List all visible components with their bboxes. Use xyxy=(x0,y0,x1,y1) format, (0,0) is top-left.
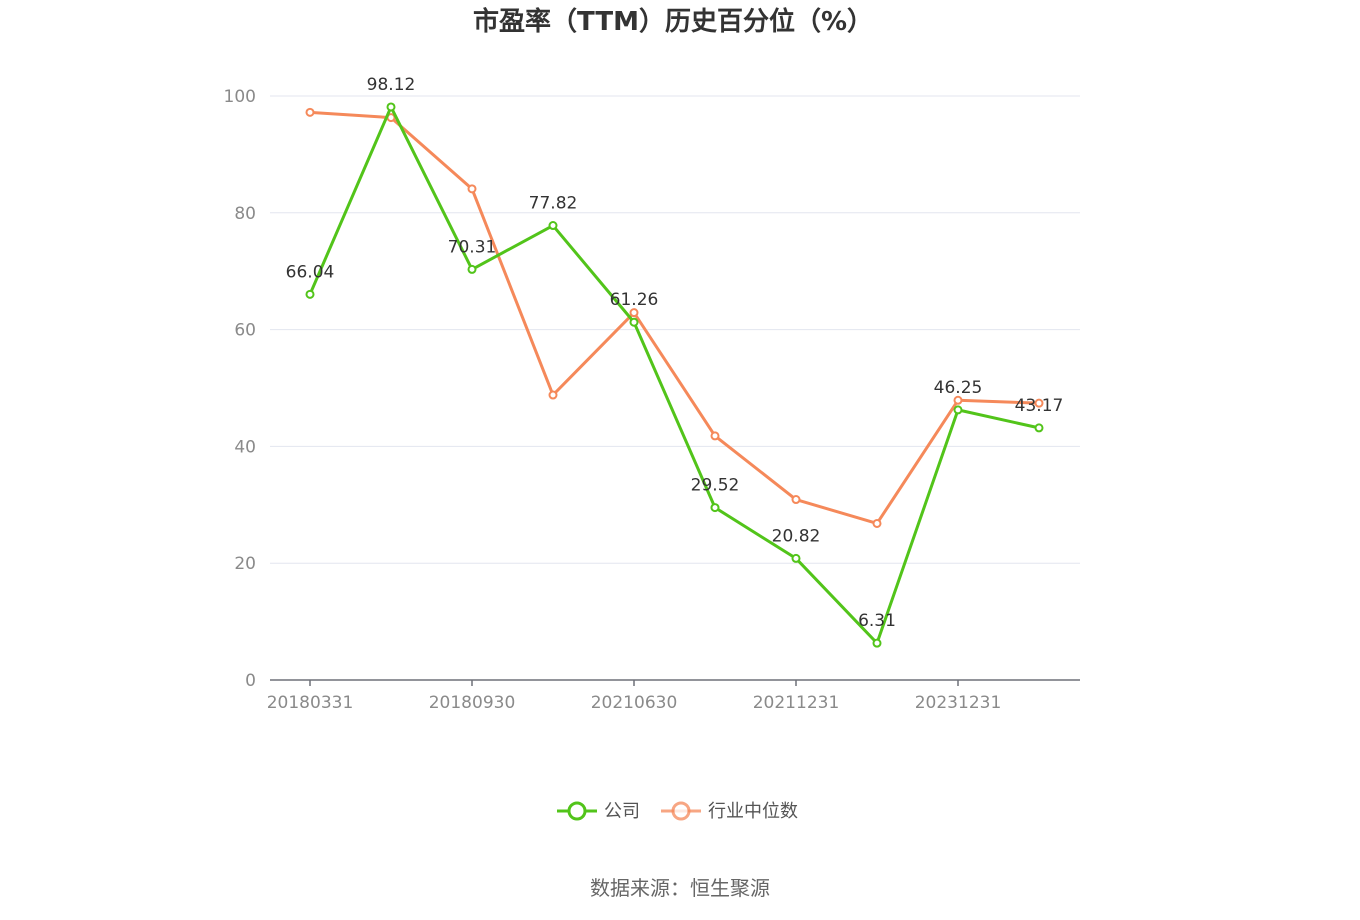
x-tick-label-1: 20180930 xyxy=(429,693,516,713)
x-tick-label-0: 20180331 xyxy=(267,693,354,713)
company-point-5[interactable] xyxy=(710,503,720,513)
gridlines xyxy=(270,95,1080,564)
company-data-label-5: 29.52 xyxy=(691,476,740,496)
company-data-label-9: 43.17 xyxy=(1015,396,1064,416)
company-data-label-0: 66.04 xyxy=(286,262,335,282)
x-tick-label-2: 20210630 xyxy=(591,693,678,713)
company-data-label-7: 6.31 xyxy=(858,611,896,631)
company-point-3[interactable] xyxy=(548,221,558,231)
legend-label-company: 公司 xyxy=(604,801,640,822)
industry-median-point-3[interactable] xyxy=(548,390,558,400)
series-line-company xyxy=(308,105,1040,645)
y-tick-label-1: 20 xyxy=(234,554,256,574)
series-line-industry-median xyxy=(309,110,1040,525)
company-point-4[interactable] xyxy=(629,317,639,327)
legend-item-industry-median[interactable]: 行业中位数 xyxy=(661,801,798,822)
company-point-8[interactable] xyxy=(953,405,963,415)
company-point-9[interactable] xyxy=(1034,423,1044,433)
company-data-label-4: 61.26 xyxy=(610,290,659,310)
legend-marker-industry-median xyxy=(671,801,691,821)
industry-median-point-7[interactable] xyxy=(872,518,882,528)
company-data-label-1: 98.12 xyxy=(367,75,416,95)
industry-median-point-9[interactable] xyxy=(1034,398,1044,408)
legend[interactable]: 公司 行业中位数 xyxy=(557,801,798,822)
y-tick-label-3: 60 xyxy=(234,321,256,341)
industry-median-point-5[interactable] xyxy=(710,431,720,441)
y-tick-label-4: 80 xyxy=(234,204,256,224)
chart-title: 市盈率（TTM）历史百分位（%） xyxy=(473,6,873,37)
x-tick-label-4: 20231231 xyxy=(915,693,1002,713)
company-point-7[interactable] xyxy=(872,638,882,648)
industry-median-point-2[interactable] xyxy=(467,184,477,194)
x-tick-label-3: 20211231 xyxy=(753,693,840,713)
series-lines xyxy=(305,102,1044,648)
y-tick-label-2: 40 xyxy=(234,437,256,457)
industry-median-point-6[interactable] xyxy=(791,495,801,505)
axes: 0 20 40 60 80 100 20180331 20180930 20210630 2021… xyxy=(224,87,1080,713)
industry-median-point-8[interactable] xyxy=(953,395,963,405)
company-data-label-2: 70.31 xyxy=(448,237,497,257)
y-tick-label-5: 100 xyxy=(224,87,256,107)
company-point-2[interactable] xyxy=(467,264,477,274)
data-labels: 66.04 98.12 70.31 77.82 61.26 29.52 20.82 6.31 4… xyxy=(286,75,1064,631)
legend-label-industry-median: 行业中位数 xyxy=(708,801,798,822)
company-data-label-8: 46.25 xyxy=(934,378,983,398)
company-point-0[interactable] xyxy=(305,289,315,299)
industry-median-point-4[interactable] xyxy=(629,308,639,318)
company-point-1[interactable] xyxy=(386,102,396,112)
data-source: 数据来源：恒生聚源 xyxy=(590,876,770,900)
company-data-label-3: 77.82 xyxy=(529,194,578,214)
industry-median-point-0[interactable] xyxy=(305,107,315,117)
y-tick-label-0: 0 xyxy=(245,671,256,691)
company-data-label-6: 20.82 xyxy=(772,526,821,546)
legend-item-company[interactable]: 公司 xyxy=(557,801,640,822)
company-point-6[interactable] xyxy=(791,553,801,563)
legend-marker-company xyxy=(567,801,587,821)
